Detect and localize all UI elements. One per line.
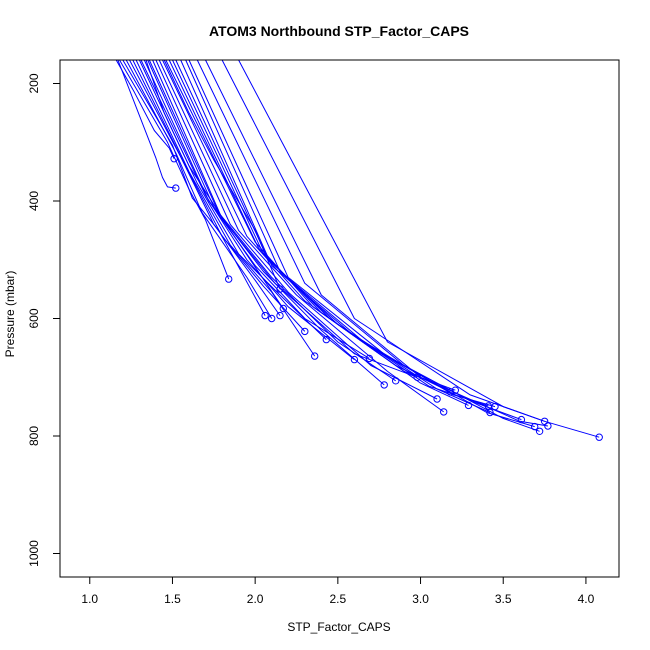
profile-point-14 [413,373,421,381]
profile-point-4 [261,311,269,320]
profile-point-10 [350,355,359,364]
y-tick-label: 600 [27,308,41,328]
profile-point-24 [531,422,539,431]
y-axis: 200 400 600 800 1000 [27,73,60,567]
profile-line-1 [117,59,176,189]
profile-line-7 [132,59,306,332]
profile-point-6 [276,311,284,320]
profile-point-18 [451,386,459,394]
profile-line-6 [129,59,281,316]
y-tick-label: 1000 [27,540,41,567]
profile-line-20 [172,59,489,407]
x-axis-label: STP_Factor_CAPS [287,620,390,634]
profile-point-5 [268,314,276,323]
x-tick-label: 2.5 [330,592,347,606]
x-tick-label: 3.5 [495,592,512,606]
profile-point-3 [225,275,233,283]
profile-line-15 [155,59,438,400]
profile-line-27 [221,59,600,438]
profile-line-24 [188,59,535,428]
profile-point-8 [311,352,319,360]
profile-line-10 [140,59,355,360]
x-tick-label: 1.0 [81,592,98,606]
x-tick-label: 3.0 [412,592,429,606]
profile-line-5 [125,59,273,319]
profile-line-8 [135,59,316,357]
profile-line-12 [147,59,385,386]
profile-point-11 [365,354,373,363]
profile-point-13 [392,377,400,385]
profile-point-15 [433,395,441,403]
x-axis: 1.0 1.5 2.0 2.5 3.0 3.5 4.0 [81,577,595,606]
profile-point-16 [440,408,448,416]
profile-line-28 [238,59,545,422]
y-tick-label: 800 [27,426,41,446]
profile-line-21 [175,59,491,413]
profile-point-7 [301,327,309,336]
x-tick-label: 2.0 [247,592,264,606]
profile-point-9 [322,335,330,344]
plot-frame [59,59,620,578]
y-axis-label: Pressure (mbar) [3,271,17,358]
x-tick-label: 4.0 [578,592,595,606]
profile-line-29 [163,59,281,290]
y-tick-label: 200 [27,73,41,93]
profile-lines [115,59,600,438]
profile-points [170,155,603,441]
y-tick-label: 400 [27,191,41,211]
profile-point-28 [540,417,549,425]
profile-point-29 [276,285,284,293]
profile-line-16 [158,59,444,413]
profile-line-11 [143,59,370,359]
profile-point-22 [491,402,499,411]
profile-point-21 [486,408,494,417]
profile-point-17 [446,388,454,396]
profile-line-30 [145,59,284,309]
profile-point-27 [595,433,603,441]
profile-point-23 [517,415,526,424]
profile-point-1 [172,184,180,192]
profile-point-2 [170,155,178,163]
x-tick-label: 1.5 [164,592,181,606]
profile-point-19 [464,401,473,410]
profile-point-12 [380,381,388,389]
chart-title: ATOM3 Northbound STP_Factor_CAPS [209,23,469,39]
profile-point-30 [279,304,287,313]
profile-point-25 [535,427,544,435]
profile-line-25 [196,59,540,432]
profile-line-2 [115,59,175,159]
